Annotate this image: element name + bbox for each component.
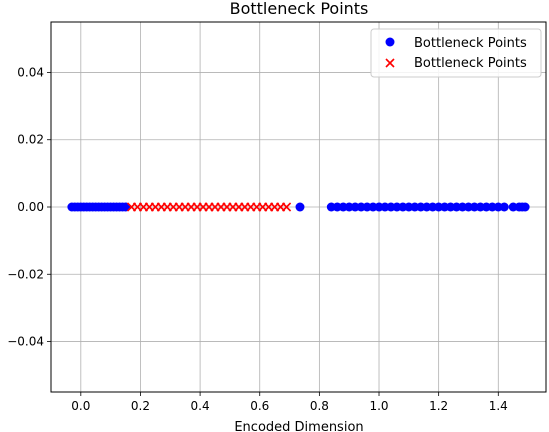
legend-circle-marker (385, 37, 395, 47)
x-tick-label: 1.0 (369, 399, 388, 413)
x-tick-label: 0.0 (71, 399, 90, 413)
y-tick-label: 0.02 (17, 133, 44, 147)
y-tick-label: 0.00 (17, 200, 44, 214)
data-point-circle (121, 202, 131, 212)
x-tick-label: 0.2 (131, 399, 150, 413)
legend-box (370, 28, 542, 78)
data-point-circle (295, 202, 305, 212)
x-axis: 0.0 0.2 0.4 0.6 0.8 1.0 1.2 1.4 (71, 392, 508, 413)
x-tick-label: 0.6 (250, 399, 269, 413)
x-axis-label: Encoded Dimension (234, 420, 363, 432)
x-tick-label: 1.4 (489, 399, 508, 413)
y-axis: −0.04 −0.02 0.00 0.02 0.04 (7, 65, 51, 349)
x-tick-label: 0.8 (310, 399, 329, 413)
y-tick-label: −0.04 (7, 335, 44, 349)
data-point-x (282, 202, 292, 212)
data-point-circle (520, 202, 530, 212)
legend-x-marker (385, 58, 395, 68)
legend-label-circles: Bottleneck Points (414, 36, 527, 51)
y-tick-label: −0.02 (7, 267, 44, 281)
legend-label-crosses: Bottleneck Points (414, 56, 527, 71)
plot-points (67, 202, 530, 212)
x-tick-label: 0.4 (191, 399, 210, 413)
data-point-circle (499, 202, 509, 212)
legend: Bottleneck Points Bottleneck Points (370, 28, 542, 78)
chart-title: Bottleneck Points (230, 0, 369, 18)
y-tick-label: 0.04 (17, 65, 44, 79)
x-tick-label: 1.2 (429, 399, 448, 413)
